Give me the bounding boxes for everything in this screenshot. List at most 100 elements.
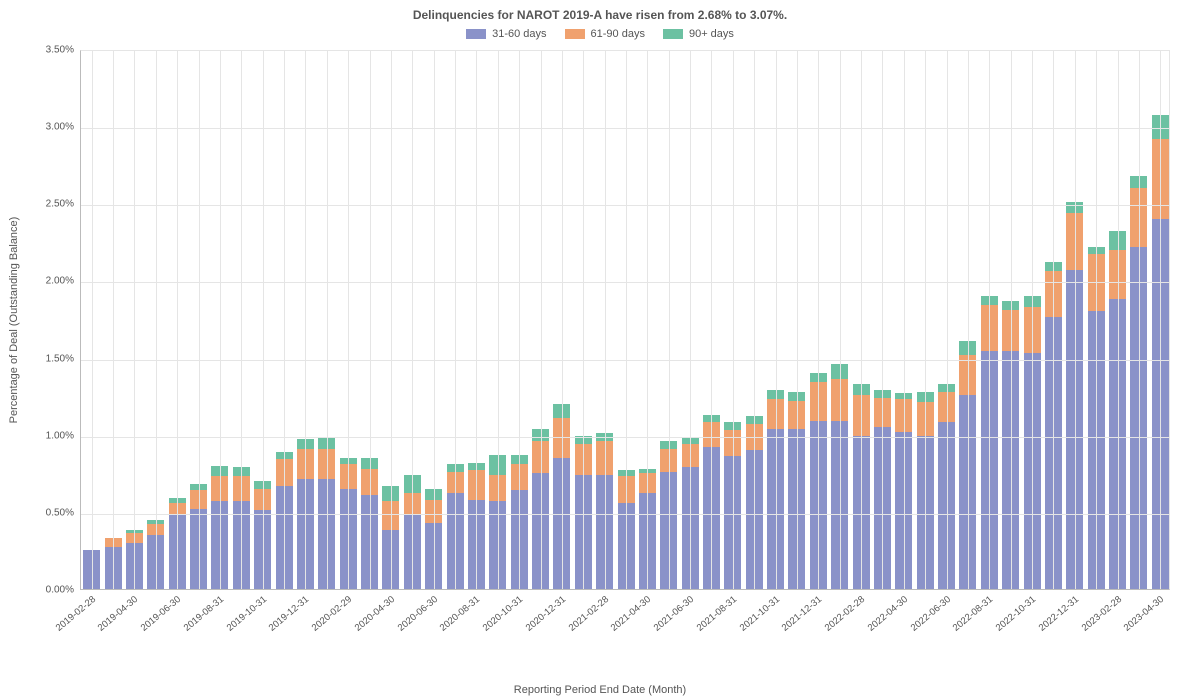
x-tick-label: 2019-06-30 [139,594,183,634]
gridline-vertical [904,51,905,589]
legend-swatch-61-90 [565,29,585,39]
gridline-vertical [1118,51,1119,589]
x-tick-label: 2021-02-28 [566,594,610,634]
gridline-vertical [220,51,221,589]
gridline-vertical [284,51,285,589]
gridline-vertical [412,51,413,589]
y-tick-label: 0.00% [14,585,74,596]
gridline-vertical [583,51,584,589]
gridline-vertical [925,51,926,589]
gridline-vertical [605,51,606,589]
gridline-vertical [947,51,948,589]
plot-area [80,50,1170,590]
gridline-vertical [434,51,435,589]
gridline-vertical [1053,51,1054,589]
x-tick-label: 2022-10-31 [994,594,1038,634]
gridline-vertical [476,51,477,589]
gridline-vertical [519,51,520,589]
x-tick-label: 2020-10-31 [481,594,525,634]
x-tick-label: 2023-04-30 [1122,594,1166,634]
legend-label-31-60: 31-60 days [492,28,546,40]
gridline-vertical [562,51,563,589]
x-tick-label: 2019-04-30 [96,594,140,634]
y-axis-title: Percentage of Deal (Outstanding Balance) [8,217,20,424]
gridline-vertical [968,51,969,589]
x-tick-label: 2021-10-31 [737,594,781,634]
gridline-vertical [177,51,178,589]
x-tick-label: 2021-04-30 [609,594,653,634]
gridline-vertical [861,51,862,589]
gridline-vertical [1160,51,1161,589]
gridline-vertical [1011,51,1012,589]
gridline-vertical [669,51,670,589]
gridline-vertical [92,51,93,589]
x-tick-label: 2021-08-31 [695,594,739,634]
gridline-vertical [305,51,306,589]
gridline-horizontal [81,360,1169,361]
gridline-vertical [541,51,542,589]
legend-item-31-60: 31-60 days [466,28,546,40]
gridline-horizontal [81,128,1169,129]
gridline-vertical [733,51,734,589]
y-tick-label: 1.50% [14,353,74,364]
gridline-vertical [327,51,328,589]
gridline-vertical [882,51,883,589]
x-tick-label: 2020-04-30 [353,594,397,634]
legend-item-61-90: 61-90 days [565,28,645,40]
x-tick-label: 2021-12-31 [780,594,824,634]
x-tick-label: 2022-04-30 [866,594,910,634]
legend-swatch-90plus [663,29,683,39]
gridline-vertical [647,51,648,589]
legend-label-61-90: 61-90 days [591,28,645,40]
x-tick-label: 2023-02-28 [1079,594,1123,634]
gridline-vertical [711,51,712,589]
x-tick-label: 2022-08-31 [951,594,995,634]
y-tick-label: 2.50% [14,199,74,210]
chart-title: Delinquencies for NAROT 2019-A have rise… [0,8,1200,22]
legend-label-90plus: 90+ days [689,28,734,40]
gridline-horizontal [81,205,1169,206]
x-tick-label: 2019-08-31 [182,594,226,634]
x-tick-label: 2021-06-30 [652,594,696,634]
gridline-vertical [1096,51,1097,589]
gridline-vertical [776,51,777,589]
x-tick-label: 2022-12-31 [1037,594,1081,634]
gridline-vertical [989,51,990,589]
gridline-horizontal [81,282,1169,283]
gridline-vertical [498,51,499,589]
y-tick-label: 0.50% [14,507,74,518]
gridline-vertical [626,51,627,589]
gridline-vertical [455,51,456,589]
gridline-vertical [113,51,114,589]
gridline-vertical [818,51,819,589]
y-tick-label: 3.00% [14,122,74,133]
gridline-vertical [134,51,135,589]
gridline-vertical [797,51,798,589]
gridline-vertical [1075,51,1076,589]
gridline-vertical [1139,51,1140,589]
gridline-horizontal [81,514,1169,515]
x-axis-title: Reporting Period End Date (Month) [0,684,1200,696]
x-tick-label: 2020-08-31 [438,594,482,634]
x-tick-label: 2020-12-31 [524,594,568,634]
gridline-vertical [156,51,157,589]
x-tick-label: 2022-02-28 [823,594,867,634]
gridline-vertical [690,51,691,589]
x-tick-label: 2019-10-31 [224,594,268,634]
chart-legend: 31-60 days 61-90 days 90+ days [0,28,1200,40]
gridline-vertical [263,51,264,589]
gridline-vertical [199,51,200,589]
x-tick-label: 2020-06-30 [395,594,439,634]
legend-item-90plus: 90+ days [663,28,734,40]
legend-swatch-31-60 [466,29,486,39]
y-tick-label: 1.00% [14,430,74,441]
x-tick-label: 2019-12-31 [267,594,311,634]
y-tick-label: 2.00% [14,276,74,287]
bars-container [81,51,1169,589]
x-tick-label: 2020-02-29 [310,594,354,634]
gridline-vertical [348,51,349,589]
x-tick-label: 2022-06-30 [908,594,952,634]
gridline-vertical [1032,51,1033,589]
y-tick-label: 3.50% [14,45,74,56]
gridline-vertical [241,51,242,589]
